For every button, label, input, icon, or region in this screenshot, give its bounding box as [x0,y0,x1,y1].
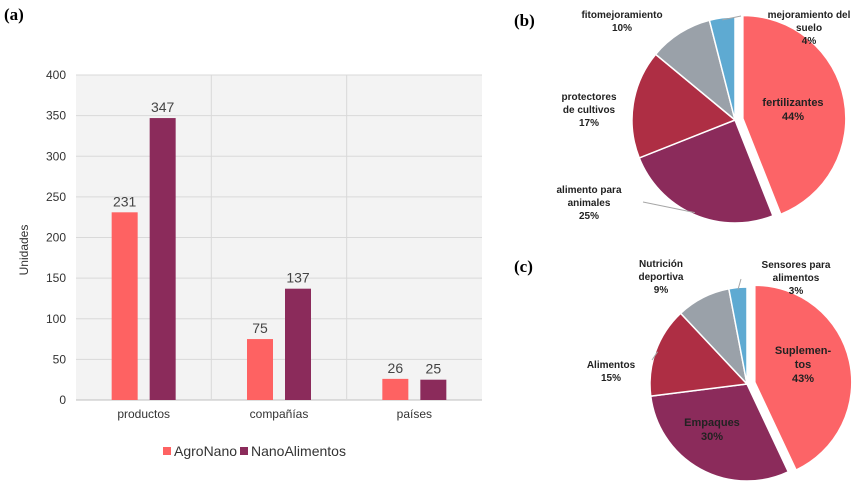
pie-label-text: Sensores para [762,260,831,271]
legend-swatch-nanoalimentos [240,447,248,455]
bar-value-label: 25 [426,361,442,377]
leader-line [642,201,696,214]
leader-line [722,15,742,21]
pie-label-text: fertilizantes [762,97,823,109]
bar-agronano-productos [111,212,138,400]
pie-label-pct: 44% [782,111,804,123]
pie-label-pct: 15% [601,373,621,384]
bar-value-label: 26 [388,360,404,376]
bar-chart-panel: (a) 0 50 100 150 200 250 300 350 400 Unidades 23… [4,5,482,459]
pie-label-pct: 17% [579,118,599,129]
y-tick-label: 200 [46,231,66,245]
bar-agronano-companias [247,339,273,400]
y-tick-label: 150 [46,271,66,285]
pie-b-leader-lines [642,15,742,214]
bar-value-label: 231 [113,193,137,209]
legend-swatch-agronano [163,447,171,455]
pie-c-labels: Suplemen-tos 43% Empaques 30% Alimentos 15% Nu… [587,259,832,443]
bars [111,118,447,400]
category-label: compañías [250,407,309,421]
bar-value-label: 75 [252,320,268,336]
pie-label-pct: 4% [802,36,817,47]
leader-line [737,278,742,290]
panel-label-a: (a) [4,5,24,24]
bar-nanoalimentos-paises [420,379,447,400]
pie-c-leader-lines [651,278,742,361]
pie-label-text: suelo [796,23,822,34]
pie-label-text: Suplemen- [775,345,832,357]
pie-label-text: tos [795,359,812,371]
bar-nanoalimentos-companias [285,288,311,400]
legend-label-agronano: AgroNano [174,443,237,459]
pie-slice-fertilizantes [742,14,847,216]
y-tick-label: 50 [53,352,67,366]
legend-label-nanoalimentos: NanoAlimentos [251,443,346,459]
y-axis-ticks: 0 50 100 150 200 250 300 350 400 [46,68,66,407]
pie-slice-alimento-para [638,119,774,224]
pie-label-text: de cultivos [563,105,616,116]
pie-label-pct: 10% [612,23,632,34]
pie-label-pct: 9% [654,285,669,296]
legend: AgroNano NanoAlimentos [163,443,346,459]
pie-label-pct: 30% [701,431,723,443]
y-tick-label: 300 [46,149,66,163]
y-tick-label: 100 [46,312,66,326]
pie-slice-empaques [649,383,790,482]
pie-label-text: alimentos [773,273,820,284]
category-label: productos [117,407,170,421]
bar-value-labels: 231 347 75 137 26 25 [113,99,441,377]
pie-label-text: fitomejoramiento [581,10,662,21]
bar-nanoalimentos-productos [149,118,176,400]
bar-value-label: 347 [151,99,175,115]
pie-c-slices [649,284,853,482]
bar-agronano-paises [382,378,409,400]
pie-chart-b: (b) fertilizantes 44% alimento para animale… [514,10,851,224]
y-tick-label: 250 [46,190,66,204]
pie-b-labels: fertilizantes 44% alimento para animales 25%… [556,10,850,222]
pie-label-text: Alimentos [587,360,636,371]
pie-slice-sensores-para [727,286,748,385]
category-labels: productos compañías países [117,407,432,421]
y-tick-label: 400 [46,68,66,82]
grid-lines [76,74,482,401]
pie-label-pct: 3% [789,286,804,297]
bar-value-label: 137 [286,270,310,286]
y-axis-title: Unidades [17,225,31,276]
leader-line [651,351,658,361]
y-tick-label: 0 [59,393,66,407]
pie-label-text: alimento para [556,185,621,196]
pie-slice-suplemen [754,284,853,472]
pie-label-text: Empaques [684,417,740,429]
category-label: países [397,407,432,421]
pie-label-text: deportiva [638,272,683,283]
pie-slice-alimentos [649,312,749,397]
y-tick-label: 350 [46,109,66,123]
panel-label-b: (b) [514,11,535,30]
pie-label-text: Nutrición [639,259,683,270]
pie-chart-c: (c) Suplemen-tos 43% Empaques 30% Alimentos 1… [514,257,853,482]
pie-slice-protectores [631,53,737,159]
pie-label-pct: 25% [579,211,599,222]
pie-label-text: mejoramiento del [768,10,851,21]
pie-b-slices [631,14,847,224]
pie-label-pct: 43% [792,373,814,385]
panel-label-c: (c) [514,257,533,276]
pie-label-text: protectores [561,92,616,103]
pie-label-text: animales [568,198,611,209]
